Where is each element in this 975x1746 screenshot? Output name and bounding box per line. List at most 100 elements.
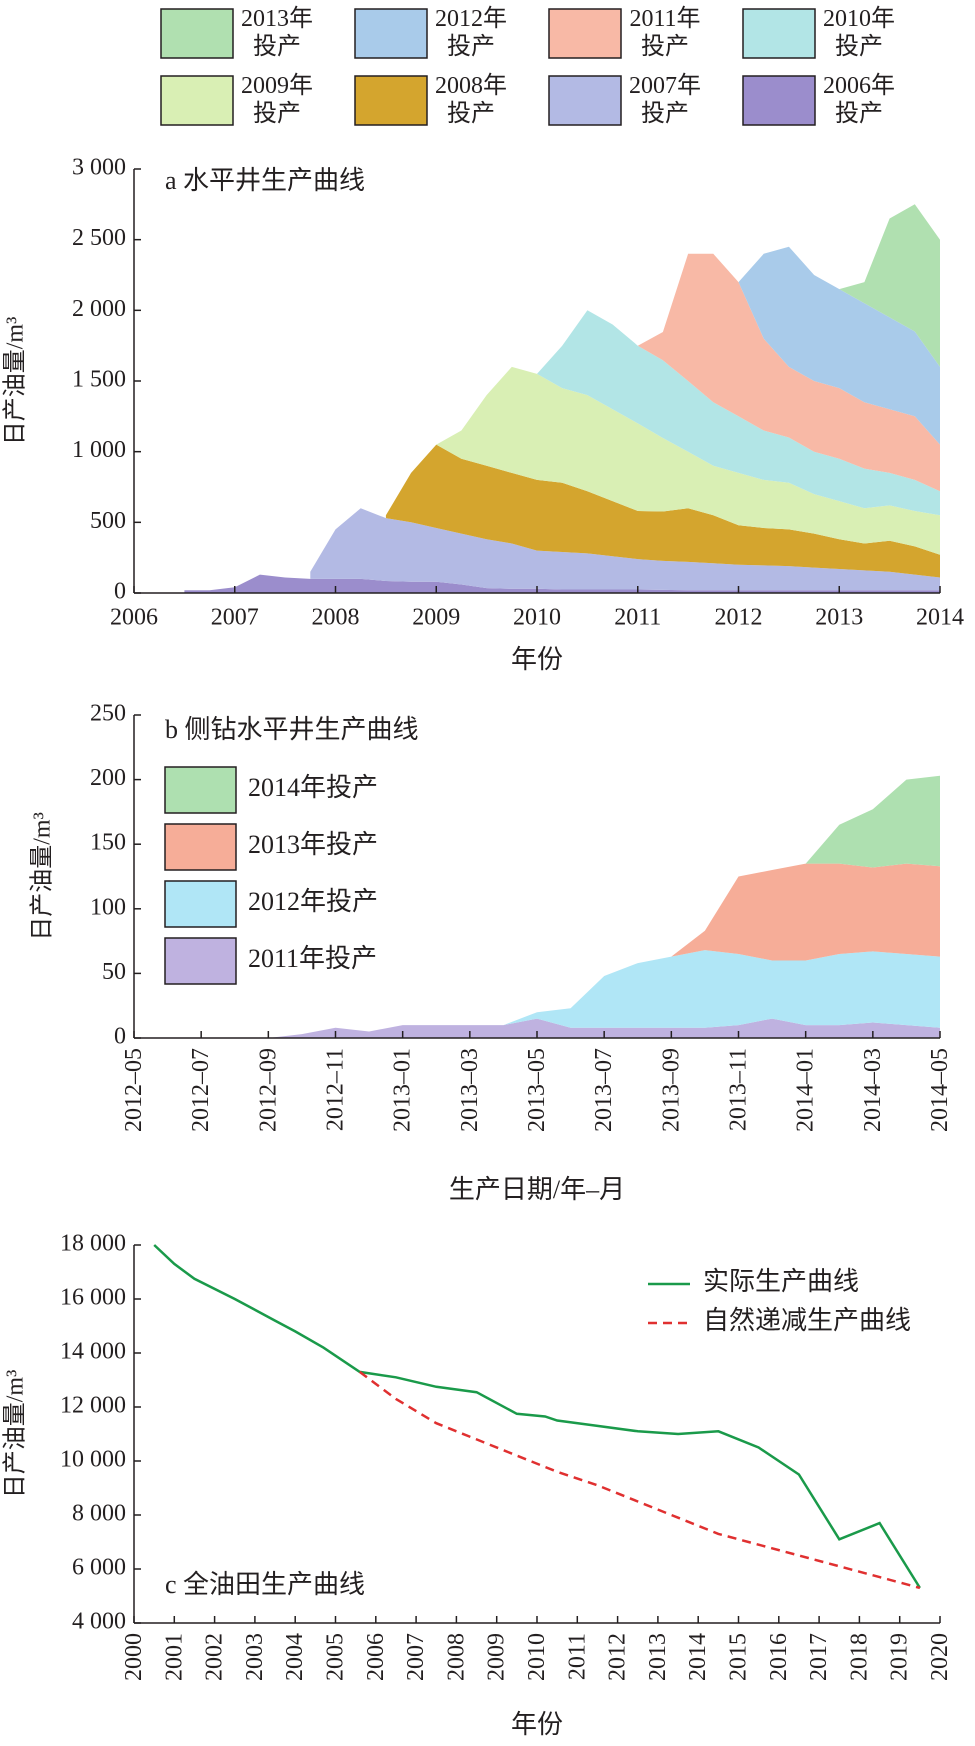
x-tick-label: 2005	[323, 1633, 349, 1681]
area	[839, 204, 940, 367]
x-tick-label: 2016	[766, 1633, 792, 1681]
y-axis-title: 日产油量/m³	[29, 812, 56, 941]
y-axis-title: 日产油量/m³	[2, 317, 29, 446]
x-tick-label: 2004	[282, 1633, 308, 1681]
y-tick-label: 50	[102, 959, 126, 985]
legend-label: 2012年投产	[248, 887, 378, 916]
legend-label: 2011年投产	[629, 6, 701, 60]
legend-swatch	[164, 766, 237, 814]
x-tick-label: 2008	[443, 1633, 469, 1681]
x-tick-label: 2014–01	[793, 1048, 819, 1132]
y-tick-label: 10 000	[60, 1447, 126, 1473]
legend-label: 2009年投产	[241, 73, 313, 127]
x-tick-label: 2010	[513, 605, 561, 631]
x-tick-label: 2013–07	[591, 1048, 617, 1132]
legend-label: 2006年投产	[823, 73, 895, 127]
x-tick-label: 2010	[524, 1633, 550, 1681]
y-tick-label: 100	[90, 894, 126, 920]
y-tick-label: 16 000	[60, 1285, 126, 1311]
x-tick-label: 2013	[815, 605, 863, 631]
y-tick-label: 250	[90, 701, 126, 727]
x-axis-title: 年份	[511, 1710, 563, 1739]
x-axis-title: 年份	[511, 645, 563, 674]
x-tick-label: 2013–01	[390, 1048, 416, 1132]
x-tick-label: 2003	[242, 1633, 268, 1681]
y-tick-label: 1 500	[72, 367, 126, 393]
x-tick-label: 2011	[614, 605, 661, 631]
legend-label: 2008年投产	[435, 73, 507, 127]
y-tick-label: 14 000	[60, 1339, 126, 1365]
x-tick-label: 2012–09	[255, 1048, 281, 1132]
legend-swatch	[164, 937, 237, 985]
x-tick-label: 2000	[121, 1633, 147, 1681]
area	[637, 253, 940, 492]
x-tick-label: 2012–05	[121, 1048, 147, 1132]
x-tick-label: 2015	[726, 1633, 752, 1681]
x-tick-label: 2009	[412, 605, 460, 631]
y-tick-label: 200	[90, 765, 126, 791]
x-tick-label: 2007	[403, 1633, 429, 1681]
legend-label: 2013年投产	[241, 6, 313, 60]
legend-label-box: 2010年投产	[823, 6, 895, 60]
x-tick-label: 2014–03	[860, 1048, 886, 1132]
legend-swatch	[160, 8, 234, 59]
x-tick-label: 2013–05	[524, 1048, 550, 1132]
x-tick-label: 2019	[887, 1633, 913, 1681]
area	[385, 444, 940, 578]
y-tick-label: 500	[90, 508, 126, 534]
area	[310, 508, 940, 591]
legend-label: 2012年投产	[435, 6, 507, 60]
x-tick-label: 2014	[916, 605, 964, 631]
legend-label-box: 2009年投产	[241, 73, 313, 127]
legend-label: 2014年投产	[248, 773, 378, 802]
y-tick-label: 0	[114, 1024, 126, 1050]
x-tick-label: 2020	[927, 1633, 953, 1681]
legend-label: 2013年投产	[248, 830, 378, 859]
legend-label: 2010年投产	[823, 6, 895, 60]
legend-label: 实际生产曲线	[703, 1267, 859, 1296]
area	[503, 950, 940, 1028]
x-tick-label: 2001	[161, 1633, 187, 1681]
legend-label-box: 2013年投产	[241, 6, 313, 60]
area	[671, 863, 940, 961]
y-tick-label: 12 000	[60, 1393, 126, 1419]
x-tick-label: 2014–05	[927, 1048, 953, 1132]
x-tick-label: 2002	[202, 1633, 228, 1681]
y-tick-label: 2 500	[72, 225, 126, 251]
area	[268, 1018, 940, 1038]
panel-title: a 水平井生产曲线	[165, 166, 365, 195]
legend-label-box: 2012年投产	[435, 6, 507, 60]
legend-label-box: 2008年投产	[435, 73, 507, 127]
y-tick-label: 0	[114, 579, 126, 605]
legend-label-box: 2011年投产	[629, 6, 701, 60]
x-tick-label: 2008	[312, 605, 360, 631]
x-tick-label: 2018	[846, 1633, 872, 1681]
x-tick-label: 2006	[110, 605, 158, 631]
x-tick-label: 2013–09	[658, 1048, 684, 1132]
area	[184, 574, 940, 593]
panel-title: c 全油田生产曲线	[165, 1570, 365, 1599]
x-axis-title: 生产日期/年–月	[449, 1175, 625, 1204]
area	[738, 246, 940, 445]
x-tick-label: 2007	[211, 605, 259, 631]
legend-swatch	[164, 880, 237, 928]
y-tick-label: 150	[90, 830, 126, 856]
legend-label-box: 2007年投产	[629, 73, 701, 127]
x-tick-label: 2009	[484, 1633, 510, 1681]
y-tick-label: 2 000	[72, 296, 126, 322]
x-tick-label: 2014	[685, 1633, 711, 1681]
y-axis-title: 日产油量/m³	[2, 1370, 29, 1499]
legend-swatch	[354, 8, 428, 59]
x-tick-label: 2017	[806, 1633, 832, 1681]
legend-swatch	[548, 8, 622, 59]
x-tick-label: 2011	[564, 1633, 590, 1680]
x-tick-label: 2006	[363, 1633, 389, 1681]
legend-swatch	[742, 75, 816, 126]
area	[805, 775, 940, 868]
y-tick-label: 3 000	[72, 155, 126, 181]
line	[153, 1244, 921, 1589]
area	[436, 366, 940, 555]
legend-swatch	[160, 75, 234, 126]
x-tick-label: 2012–11	[323, 1048, 349, 1131]
